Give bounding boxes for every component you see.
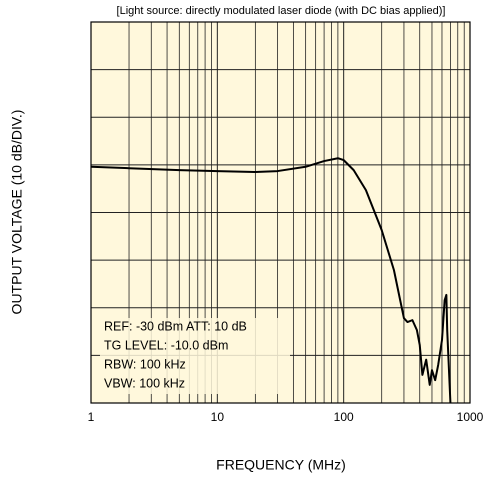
x-axis-label: FREQUENCY (MHz) xyxy=(216,457,346,473)
y-axis-label: OUTPUT VOLTAGE (10 dB/DIV.) xyxy=(9,110,25,315)
x-tick-label: 1 xyxy=(88,410,95,424)
annotation: RBW: 100 kHz xyxy=(104,357,186,371)
line xyxy=(90,157,452,404)
annotation: TG LEVEL: -10.0 dBm xyxy=(104,338,228,352)
x-tick-label: 100 xyxy=(334,410,354,424)
annotation: VBW: 100 kHz xyxy=(104,376,185,390)
x-tick-label: 1000 xyxy=(457,410,484,424)
chart-title: [Light source: directly modulated laser … xyxy=(117,5,446,17)
x-tick-label: 10 xyxy=(211,410,225,424)
annotation-box: REF: -30 dBm ATT: 10 dB TG LEVEL: -10.0 d… xyxy=(100,318,290,394)
annotation-background xyxy=(100,318,290,394)
plot-frame xyxy=(90,21,471,404)
annotation: REF: -30 dBm ATT: 10 dB xyxy=(104,319,247,333)
